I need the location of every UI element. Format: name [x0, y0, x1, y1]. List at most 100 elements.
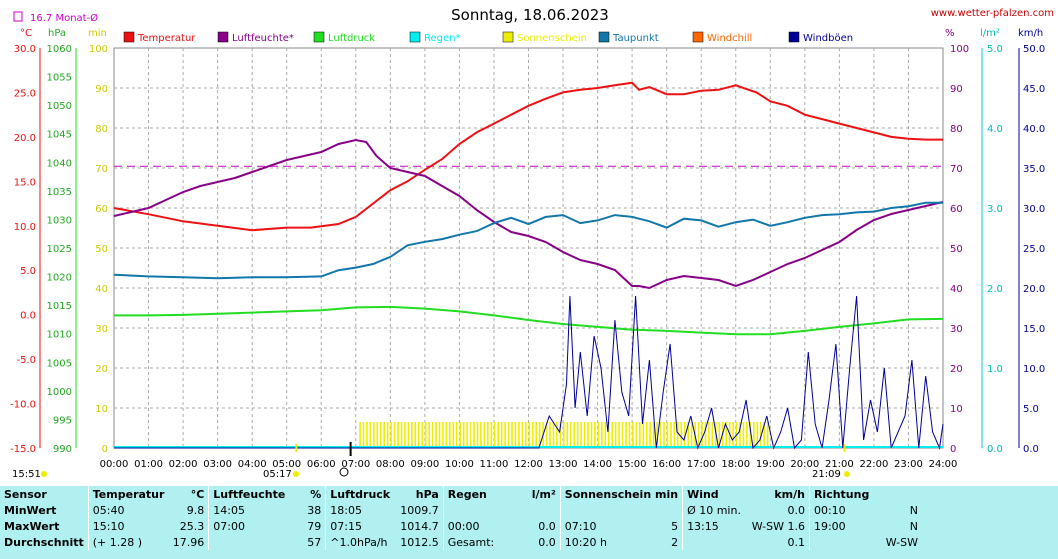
- sunshine-bar: [749, 422, 752, 448]
- sunshine-bar: [666, 422, 669, 448]
- min-press-value: 1009.7: [400, 503, 439, 517]
- hdr-richtung: Richtung: [808, 486, 922, 502]
- sunshine-bar: [708, 422, 710, 448]
- hdr-regen: Regen: [442, 486, 512, 502]
- series-dewpoint-line: [113, 201, 943, 280]
- sunshine-bar: [514, 422, 517, 448]
- total-rain-label: Gesamt:: [442, 534, 512, 550]
- tick-label-kmh: 35.0: [1023, 164, 1045, 175]
- tick-label-min: 50: [95, 244, 108, 255]
- max-press-time: 07:15: [325, 518, 397, 534]
- sunshine-bar: [642, 422, 645, 448]
- max-press-value: 1014.7: [400, 519, 439, 533]
- sunshine-bar: [466, 422, 468, 448]
- legend-label: Sonnenschein: [517, 33, 587, 44]
- max-dir-time: 19:00: [808, 518, 866, 534]
- tick-label-hpa: 1015: [47, 301, 72, 312]
- sunshine-bar: [680, 422, 683, 448]
- site-link[interactable]: www.wetter-pfalzen.com: [931, 8, 1054, 19]
- tick-label-hpa: 1035: [47, 187, 72, 198]
- current-time-icon: [339, 467, 349, 477]
- tick-label-time: 00:00: [100, 459, 129, 470]
- tick-label-time: 02:00: [169, 459, 198, 470]
- sunshine-bar: [414, 422, 417, 448]
- tick-label-kmh: 0.0: [1023, 444, 1039, 455]
- tick-label-kmh: 10.0: [1023, 364, 1045, 375]
- max-dir-value: N: [909, 519, 918, 533]
- tick-label-time: 13:00: [549, 459, 578, 470]
- tick-label-kmh: 45.0: [1023, 84, 1045, 95]
- tick-label-kmh: 15.0: [1023, 324, 1045, 335]
- avg-hum-empty: [208, 534, 298, 550]
- stats-header-row: Sensor Temperatur °C Luftfeuchte % Luftd…: [0, 486, 922, 502]
- tick-label-temp: 30.0: [14, 44, 36, 55]
- sunshine-bar: [528, 422, 531, 448]
- max-hum-value: 79: [307, 519, 322, 533]
- legend: Temperatur Luftfeuchte* Luftdruck Regen* Son…: [123, 31, 853, 44]
- tick-label-time: 24:00: [929, 459, 958, 470]
- tick-label-time: 21:00: [825, 459, 854, 470]
- monthly-avg-icon: [13, 11, 23, 22]
- tick-label-time: 16:00: [652, 459, 681, 470]
- series-gusts-line: [114, 295, 944, 450]
- sunshine-bar: [490, 422, 493, 448]
- grid: [113, 47, 944, 449]
- sunshine-bar: [518, 422, 520, 448]
- plot-area: [113, 81, 944, 456]
- tick-label-temp: 25.0: [14, 88, 36, 99]
- sunshine-bar: [376, 422, 379, 448]
- hdr-wind: Wind: [682, 486, 745, 502]
- sunshine-bar: [366, 422, 368, 448]
- status-time: 15:51: [12, 469, 41, 480]
- sunshine-bar: [400, 422, 403, 448]
- tick-label-hpa: 1020: [47, 273, 72, 284]
- hdr-wind-unit: km/h: [774, 487, 805, 501]
- tick-label-temp: 0.0: [20, 311, 36, 322]
- sunshine-bar: [604, 422, 607, 448]
- tick-label-kmh: 25.0: [1023, 244, 1045, 255]
- legend-swatch: [217, 31, 229, 43]
- tick-label-min: 30: [95, 324, 108, 335]
- statistics-table: Sensor Temperatur °C Luftfeuchte % Luftd…: [0, 486, 922, 550]
- sunshine-bar: [576, 422, 579, 448]
- sunshine-bar: [569, 422, 572, 448]
- sunshine-bar: [504, 422, 506, 448]
- tick-label-pct: 70: [950, 164, 963, 175]
- sunshine-bar: [473, 422, 475, 448]
- tick-label-min: 100: [89, 44, 108, 55]
- sunshine-bar: [673, 422, 676, 448]
- sunset-icon: [844, 471, 850, 477]
- sunshine-bar: [621, 422, 624, 448]
- sunshine-bar: [683, 422, 686, 448]
- sunshine-bar: [390, 422, 392, 448]
- tick-label-rain: 5.0: [987, 44, 1003, 55]
- tick-label-time: 10:00: [445, 459, 474, 470]
- tick-label-temp: 20.0: [14, 133, 36, 144]
- weather-chart: Sonntag, 18.06.2023 www.wetter-pfalzen.c…: [10, 6, 1054, 480]
- sunshine-bar: [756, 422, 759, 448]
- legend-label: Luftfeuchte*: [232, 33, 294, 44]
- sunshine-bar: [732, 422, 734, 448]
- tick-label-hpa: 1045: [47, 130, 72, 141]
- unit-celsius: °C: [20, 28, 32, 39]
- tick-label-time: 23:00: [894, 459, 923, 470]
- sunshine-bar: [556, 422, 558, 448]
- tick-label-temp: -5.0: [16, 355, 36, 366]
- tick-label-temp: 15.0: [14, 177, 36, 188]
- max-wind-time: 13:15: [682, 518, 745, 534]
- tick-label-pct: 0: [950, 444, 956, 455]
- tick-label-pct: 20: [950, 364, 963, 375]
- sunshine-bar: [766, 422, 769, 448]
- legend-swatch: [788, 31, 800, 43]
- sunshine-bar: [431, 422, 434, 448]
- sunshine-bar: [455, 422, 458, 448]
- tick-label-time: 19:00: [756, 459, 785, 470]
- sunshine-bar: [428, 422, 430, 448]
- min-hum-time: 14:05: [208, 502, 298, 518]
- tick-label-min: 40: [95, 284, 108, 295]
- tick-label-hpa: 1025: [47, 244, 72, 255]
- chart-title: Sonntag, 18.06.2023: [451, 6, 609, 24]
- tick-label-time: 17:00: [687, 459, 716, 470]
- sunshine-bar: [500, 422, 503, 448]
- sunshine-bar: [597, 422, 600, 448]
